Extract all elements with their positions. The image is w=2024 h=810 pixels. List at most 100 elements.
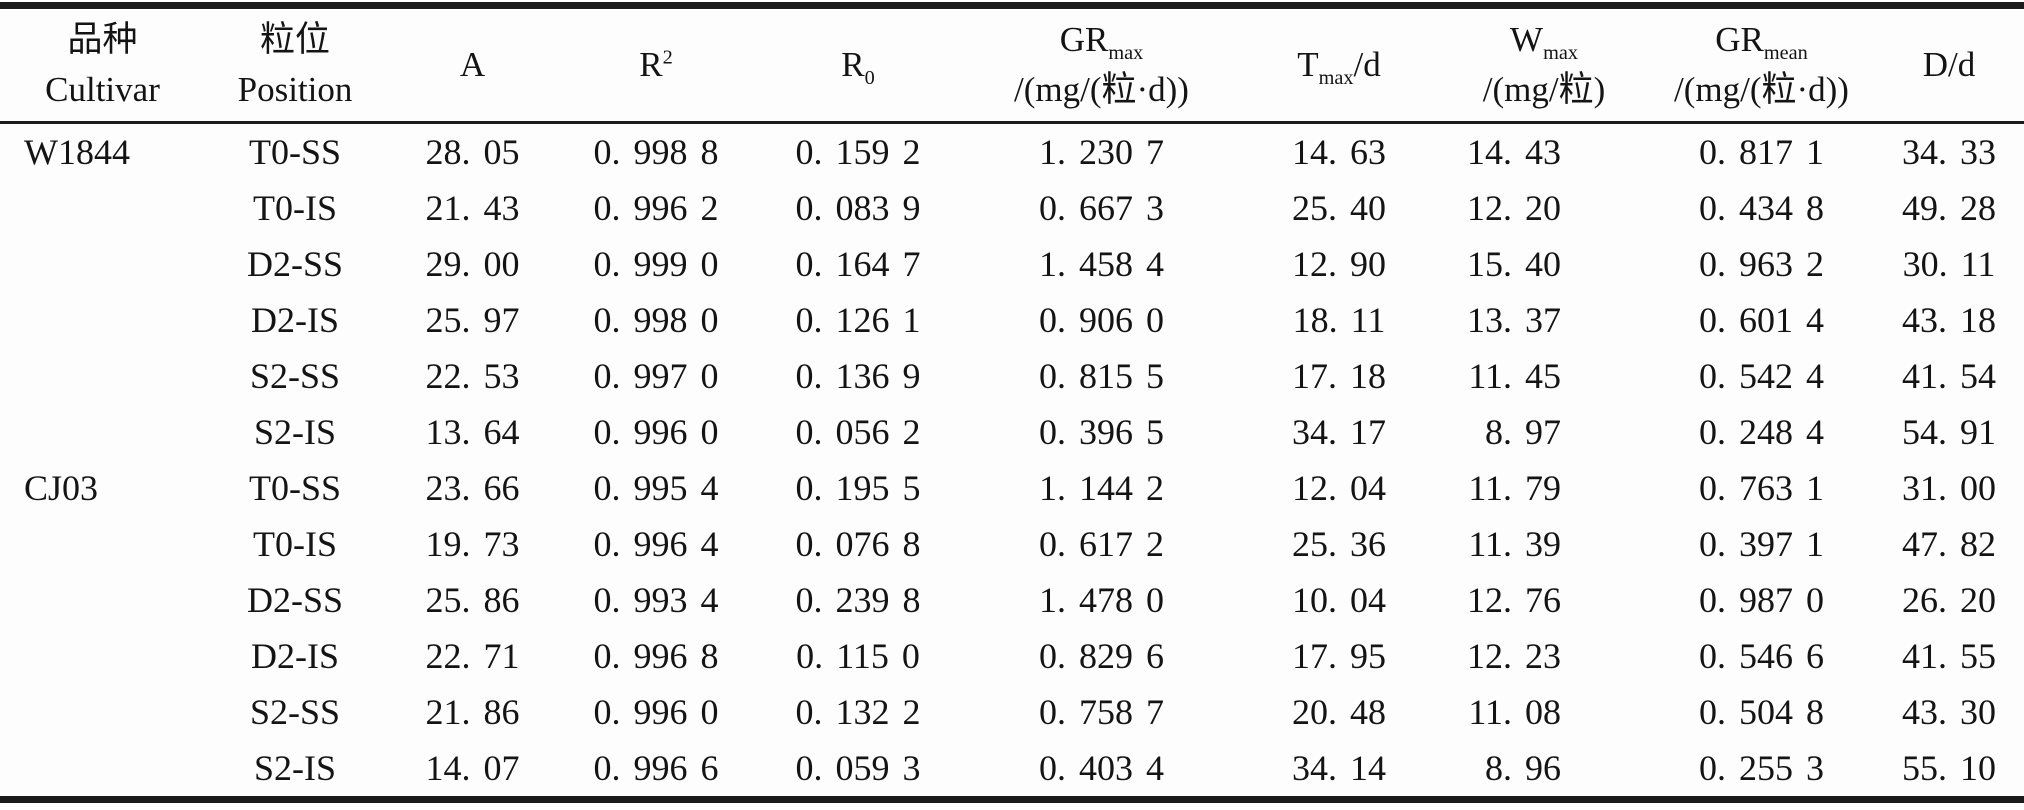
cell-gr-max: 0. 815 5 — [1039, 356, 1164, 396]
cell-r-squared: 0. 996 2 — [593, 188, 719, 228]
cell-d: 26. 20 — [1902, 580, 1996, 620]
cell-w-max: 11. 45 — [1468, 356, 1561, 396]
cell-cultivar — [0, 740, 205, 800]
cell-a: 22. 71 — [425, 636, 520, 676]
cell-position: T0-SS — [248, 132, 342, 172]
cell-a: 29. 00 — [425, 244, 520, 284]
cell-gr-mean: 0. 542 4 — [1699, 356, 1824, 396]
cell-w-max: 8. 97 — [1485, 412, 1561, 452]
cell-position: T0-SS — [248, 468, 342, 508]
header-symbol: D/d — [1922, 45, 1976, 85]
cell-r-zero: 0. 239 8 — [795, 580, 921, 620]
cell-t-max: 34. 14 — [1292, 748, 1386, 788]
col-header-gr-max: GRmax /(mg/(粒·d)) — [964, 5, 1239, 124]
cell-gr-max: 0. 617 2 — [1039, 524, 1164, 564]
cell-position: S2-IS — [253, 412, 337, 452]
header-symbol: 品种 — [67, 20, 138, 60]
cell-cultivar — [0, 516, 205, 572]
cell-position: S2-SS — [249, 692, 341, 732]
cell-gr-max: 0. 906 0 — [1039, 300, 1164, 340]
table-row: W1844 T0-SS 28. 05 0. 998 8 0. 159 2 1. 230 7… — [0, 123, 2024, 181]
cell-a: 19. 73 — [425, 524, 520, 564]
cell-r-squared: 0. 996 8 — [593, 636, 719, 676]
cell-r-zero: 0. 136 9 — [795, 356, 921, 396]
cell-t-max: 17. 95 — [1292, 636, 1386, 676]
cell-d: 55. 10 — [1902, 748, 1996, 788]
cell-a: 21. 86 — [425, 692, 520, 732]
cell-w-max: 11. 08 — [1468, 692, 1561, 732]
cell-cultivar — [0, 684, 205, 740]
cell-r-squared: 0. 999 0 — [593, 244, 719, 284]
cell-t-max: 14. 63 — [1292, 132, 1386, 172]
cell-w-max: 12. 20 — [1467, 188, 1561, 228]
cell-t-max: 17. 18 — [1292, 356, 1386, 396]
cell-gr-max: 1. 458 4 — [1039, 244, 1164, 284]
header-unit: /(mg/(粒·d)) — [1674, 70, 1849, 109]
header-translation: Cultivar — [45, 70, 160, 109]
header-symbol: GRmax — [1059, 20, 1144, 65]
cell-r-squared: 0. 996 0 — [593, 412, 719, 452]
cell-position: S2-SS — [249, 356, 341, 396]
cell-r-squared: 0. 995 4 — [593, 468, 719, 508]
table-row: S2-SS 22. 53 0. 997 0 0. 136 9 0. 815 5 17. 1… — [0, 348, 2024, 404]
table-row: CJ03 T0-SS 23. 66 0. 995 4 0. 195 5 1. 144 2 1… — [0, 460, 2024, 516]
cell-w-max: 12. 23 — [1467, 636, 1561, 676]
cell-position: D2-IS — [251, 636, 339, 676]
cell-a: 21. 43 — [425, 188, 520, 228]
cell-r-squared: 0. 998 0 — [593, 300, 719, 340]
table-body: W1844 T0-SS 28. 05 0. 998 8 0. 159 2 1. 230 7… — [0, 123, 2024, 800]
cell-r-zero: 0. 115 0 — [796, 636, 920, 676]
cell-w-max: 13. 37 — [1467, 300, 1561, 340]
cell-position: D2-IS — [251, 300, 339, 340]
cell-cultivar — [0, 180, 205, 236]
header-symbol: R2 — [639, 45, 673, 85]
cell-w-max: 15. 40 — [1467, 244, 1561, 284]
table-row: D2-IS 25. 97 0. 998 0 0. 126 1 0. 906 0 18. 1… — [0, 292, 2024, 348]
table-row: T0-IS 19. 73 0. 996 4 0. 076 8 0. 617 2 25. 3… — [0, 516, 2024, 572]
cell-gr-max: 1. 144 2 — [1039, 468, 1164, 508]
cell-cultivar — [0, 292, 205, 348]
header-symbol: GRmean — [1715, 20, 1808, 65]
cell-d: 47. 82 — [1902, 524, 1996, 564]
cell-gr-max: 0. 758 7 — [1039, 692, 1164, 732]
table-row: S2-SS 21. 86 0. 996 0 0. 132 2 0. 758 7 20. 4… — [0, 684, 2024, 740]
cell-gr-max: 0. 829 6 — [1039, 636, 1164, 676]
cell-gr-mean: 0. 248 4 — [1699, 412, 1824, 452]
cell-cultivar — [0, 572, 205, 628]
cell-cultivar — [0, 628, 205, 684]
cell-w-max: 11. 39 — [1468, 524, 1561, 564]
cell-position: T0-IS — [253, 524, 337, 564]
cell-gr-max: 0. 667 3 — [1039, 188, 1164, 228]
cell-a: 14. 07 — [425, 748, 520, 788]
cell-r-squared: 0. 993 4 — [593, 580, 719, 620]
header-symbol: R0 — [841, 45, 875, 90]
cell-gr-max: 1. 230 7 — [1039, 132, 1164, 172]
cell-gr-mean: 0. 763 1 — [1699, 468, 1824, 508]
cell-d: 30. 11 — [1902, 244, 1996, 284]
col-header-w-max: Wmax /(mg/粒) — [1439, 5, 1649, 124]
header-symbol: Tmax/d — [1297, 45, 1381, 90]
cell-t-max: 25. 40 — [1292, 188, 1386, 228]
cell-t-max: 25. 36 — [1292, 524, 1386, 564]
cell-cultivar — [0, 348, 205, 404]
cell-t-max: 20. 48 — [1292, 692, 1386, 732]
cell-t-max: 18. 11 — [1292, 300, 1386, 340]
col-header-t-max: Tmax/d — [1239, 5, 1439, 124]
col-header-position: 粒位 Position — [205, 5, 385, 124]
cell-a: 13. 64 — [425, 412, 520, 452]
cell-cultivar: CJ03 — [24, 468, 99, 508]
col-header-gr-mean: GRmean /(mg/(粒·d)) — [1649, 5, 1874, 124]
cell-r-zero: 0. 083 9 — [795, 188, 921, 228]
cell-d: 49. 28 — [1902, 188, 1996, 228]
col-header-r-squared: R2 — [560, 5, 752, 124]
cell-gr-mean: 0. 963 2 — [1699, 244, 1824, 284]
cell-gr-mean: 0. 546 6 — [1699, 636, 1824, 676]
header-symbol: A — [459, 45, 486, 85]
table-row: S2-IS 13. 64 0. 996 0 0. 056 2 0. 396 5 34. 1… — [0, 404, 2024, 460]
cell-t-max: 34. 17 — [1292, 412, 1386, 452]
table-row: T0-IS 21. 43 0. 996 2 0. 083 9 0. 667 3 25. 4… — [0, 180, 2024, 236]
cell-r-squared: 0. 998 8 — [593, 132, 719, 172]
cell-r-squared: 0. 996 0 — [593, 692, 719, 732]
cell-d: 43. 30 — [1902, 692, 1996, 732]
